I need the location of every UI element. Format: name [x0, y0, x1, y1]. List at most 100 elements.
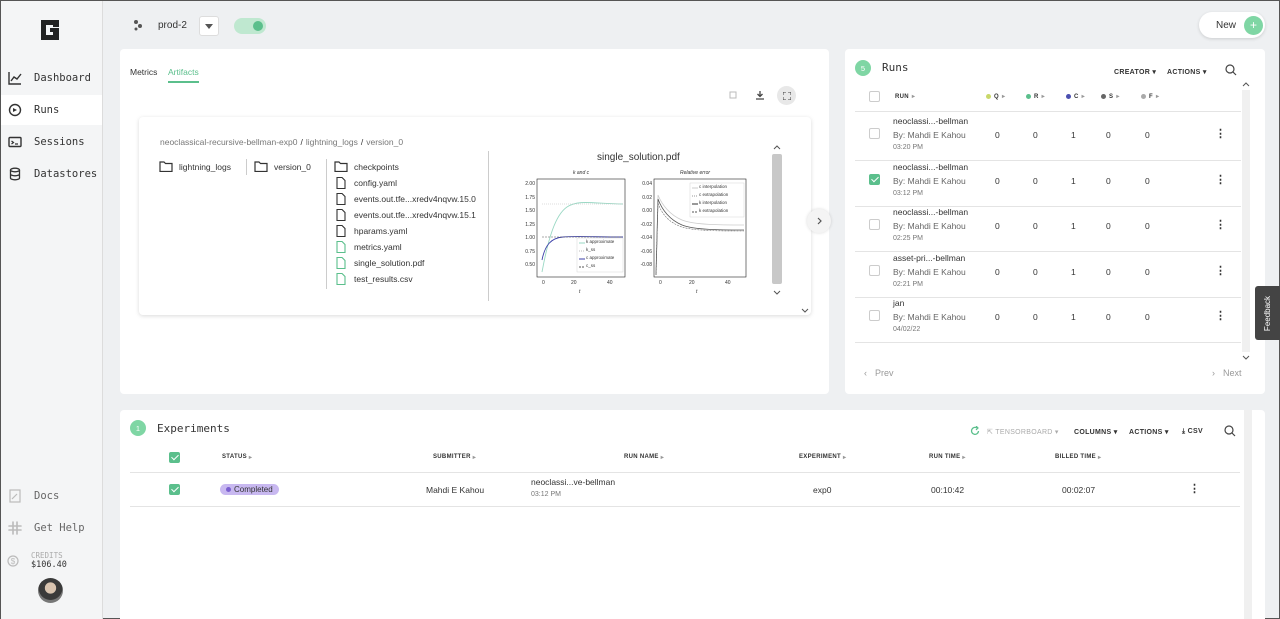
file-item[interactable]: test_results.csv — [334, 273, 413, 285]
column-header[interactable]: RUN TIME ▸ — [929, 454, 966, 461]
run-name[interactable]: neoclassi...-bellman — [893, 207, 969, 218]
table-row[interactable]: asset-pri...-bellman By: Mahdi E Kahou 02:… — [845, 253, 1241, 298]
experiments-actions-button[interactable]: ACTIONS ▾ — [1129, 428, 1169, 436]
sidebar-item-docs[interactable]: Docs — [1, 481, 102, 511]
scrollbar[interactable] — [1242, 82, 1250, 362]
file-item[interactable]: events.out.tfe...xredv4nqvw.15.0 — [334, 193, 476, 205]
copy-icon[interactable] — [729, 91, 737, 99]
preview-title: single_solution.pdf — [597, 152, 680, 163]
tab-metrics[interactable]: Metrics — [130, 67, 158, 77]
row-menu-icon[interactable]: ⋮ — [1215, 264, 1226, 277]
table-row[interactable]: neoclassi...-bellman By: Mahdi E Kahou 02:… — [845, 207, 1241, 253]
row-menu-icon[interactable]: ⋮ — [1215, 219, 1226, 232]
expand-panel-button[interactable] — [807, 209, 831, 233]
count-f: 0 — [1145, 221, 1150, 232]
column-header-c[interactable]: C ▸ — [1066, 93, 1085, 100]
fullscreen-button[interactable] — [777, 86, 796, 105]
sidebar-item-help[interactable]: Get Help — [1, 513, 102, 543]
row-checkbox[interactable] — [869, 219, 880, 231]
column-header[interactable]: RUN NAME ▸ — [624, 454, 664, 461]
run-name[interactable]: asset-pri...-bellman — [893, 252, 966, 263]
file-icon — [336, 193, 346, 205]
column-header-run[interactable]: RUN ▸ — [895, 93, 915, 101]
select-all-checkbox[interactable] — [869, 91, 880, 102]
folder-item[interactable]: lightning_logs — [159, 161, 231, 172]
table-row[interactable]: neoclassi...-bellman By: Mahdi E Kahou 03:… — [845, 116, 1241, 161]
column-header-f[interactable]: F ▸ — [1141, 93, 1159, 100]
file-list: checkpoints config.yaml events.out.tfe...x… — [334, 161, 484, 291]
plot-xlabel: t — [579, 289, 581, 295]
sidebar-item-datastores[interactable]: Datastores — [1, 159, 102, 189]
row-checkbox[interactable] — [169, 484, 180, 495]
column-header-s[interactable]: S ▸ — [1101, 93, 1120, 100]
scrollbar[interactable] — [1244, 410, 1252, 619]
row-checkbox[interactable] — [869, 264, 880, 276]
run-name[interactable]: neoclassi...-bellman — [893, 161, 969, 172]
run-name-time: 03:12 PM — [531, 491, 561, 498]
folder-item[interactable]: checkpoints — [334, 161, 399, 172]
run-name[interactable]: neoclassi...-bellman — [893, 116, 969, 126]
file-item[interactable]: events.out.tfe...xredv4nqvw.15.1 — [334, 209, 476, 221]
file-item[interactable]: single_solution.pdf — [334, 257, 424, 269]
row-menu-icon[interactable]: ⋮ — [1215, 173, 1226, 186]
tensorboard-label: TENSORBOARD — [995, 429, 1053, 436]
table-row[interactable]: neoclassi...-bellman By: Mahdi E Kahou 03:… — [845, 162, 1241, 207]
status-dot-icon — [1066, 94, 1071, 99]
sort-icon: ▸ — [660, 455, 665, 461]
row-checkbox[interactable] — [869, 128, 880, 139]
feedback-tab[interactable]: Feedback — [1255, 286, 1280, 340]
column-header-r[interactable]: R ▸ — [1026, 93, 1045, 100]
column-header-label: STATUS — [222, 454, 247, 460]
column-header[interactable]: BILLED TIME ▸ — [1055, 454, 1101, 461]
row-checkbox[interactable] — [869, 310, 880, 322]
avatar[interactable] — [38, 578, 63, 603]
csv-button[interactable]: ⤓ CSV — [1182, 428, 1203, 436]
creator-filter-button[interactable]: CREATOR ▾ — [1114, 68, 1156, 76]
select-all-checkbox[interactable] — [169, 452, 180, 463]
column-header-q[interactable]: Q ▸ — [986, 93, 1005, 100]
dollar-icon: $ — [7, 554, 19, 567]
row-menu-icon[interactable]: ⋮ — [1215, 128, 1226, 140]
folder-item[interactable]: version_0 — [254, 161, 311, 172]
run-name[interactable]: jan — [893, 298, 905, 309]
scrollbar[interactable] — [772, 145, 782, 305]
app-logo[interactable] — [38, 17, 62, 43]
file-name: lightning_logs — [179, 161, 231, 172]
breadcrumb-item[interactable]: neoclassical-recursive-bellman-exp0 — [160, 137, 298, 147]
sidebar-item-sessions[interactable]: Sessions — [1, 127, 102, 157]
column-header[interactable]: SUBMITTER ▸ — [433, 454, 476, 461]
scroll-down-icon[interactable] — [801, 308, 809, 313]
sidebar-item-dashboard[interactable]: Dashboard — [1, 63, 102, 93]
table-row[interactable]: jan By: Mahdi E Kahou 04/02/22 0 0 1 0 0 ⋮ — [845, 298, 1241, 344]
count-s: 0 — [1106, 130, 1111, 140]
run-creator: By: Mahdi E Kahou — [893, 266, 966, 277]
runs-actions-button[interactable]: ACTIONS ▾ — [1167, 68, 1207, 76]
preview-plot-right: Relative error 0.04 0.02 0.00 -0.02 -0.04 -0.… — [632, 167, 750, 297]
columns-button[interactable]: COLUMNS ▾ — [1074, 428, 1118, 436]
refresh-icon[interactable] — [970, 426, 980, 436]
breadcrumb-item[interactable]: lightning_logs — [305, 137, 358, 147]
file-item[interactable]: hparams.yaml — [334, 225, 407, 237]
row-menu-icon[interactable]: ⋮ — [1189, 483, 1200, 495]
search-icon[interactable] — [1225, 64, 1237, 76]
file-item[interactable]: metrics.yaml — [334, 241, 402, 253]
sidebar-item-runs[interactable]: Runs — [1, 95, 102, 125]
plot-ytick: -0.06 — [640, 248, 652, 255]
runs-count-badge: 5 — [855, 60, 871, 76]
column-header[interactable]: STATUS ▸ — [222, 454, 252, 461]
project-dropdown-button[interactable] — [199, 16, 219, 36]
project-toggle[interactable] — [234, 18, 266, 34]
row-checkbox[interactable] — [869, 173, 880, 185]
breadcrumb-item[interactable]: version_0 — [366, 137, 404, 147]
search-icon[interactable] — [1224, 425, 1236, 437]
run-name-cell[interactable]: neoclassi...ve-bellman — [531, 477, 616, 487]
next-button[interactable]: › Next — [1212, 368, 1242, 378]
tensorboard-button[interactable]: ⇱ TENSORBOARD ▾ — [987, 429, 1059, 436]
download-icon[interactable] — [756, 91, 764, 100]
tab-artifacts[interactable]: Artifacts — [168, 67, 199, 77]
column-header[interactable]: EXPERIMENT ▸ — [799, 454, 846, 461]
row-menu-icon[interactable]: ⋮ — [1215, 310, 1226, 323]
file-item[interactable]: config.yaml — [334, 177, 397, 189]
new-button[interactable]: New + — [1199, 12, 1265, 38]
prev-button[interactable]: ‹ Prev — [864, 368, 894, 378]
